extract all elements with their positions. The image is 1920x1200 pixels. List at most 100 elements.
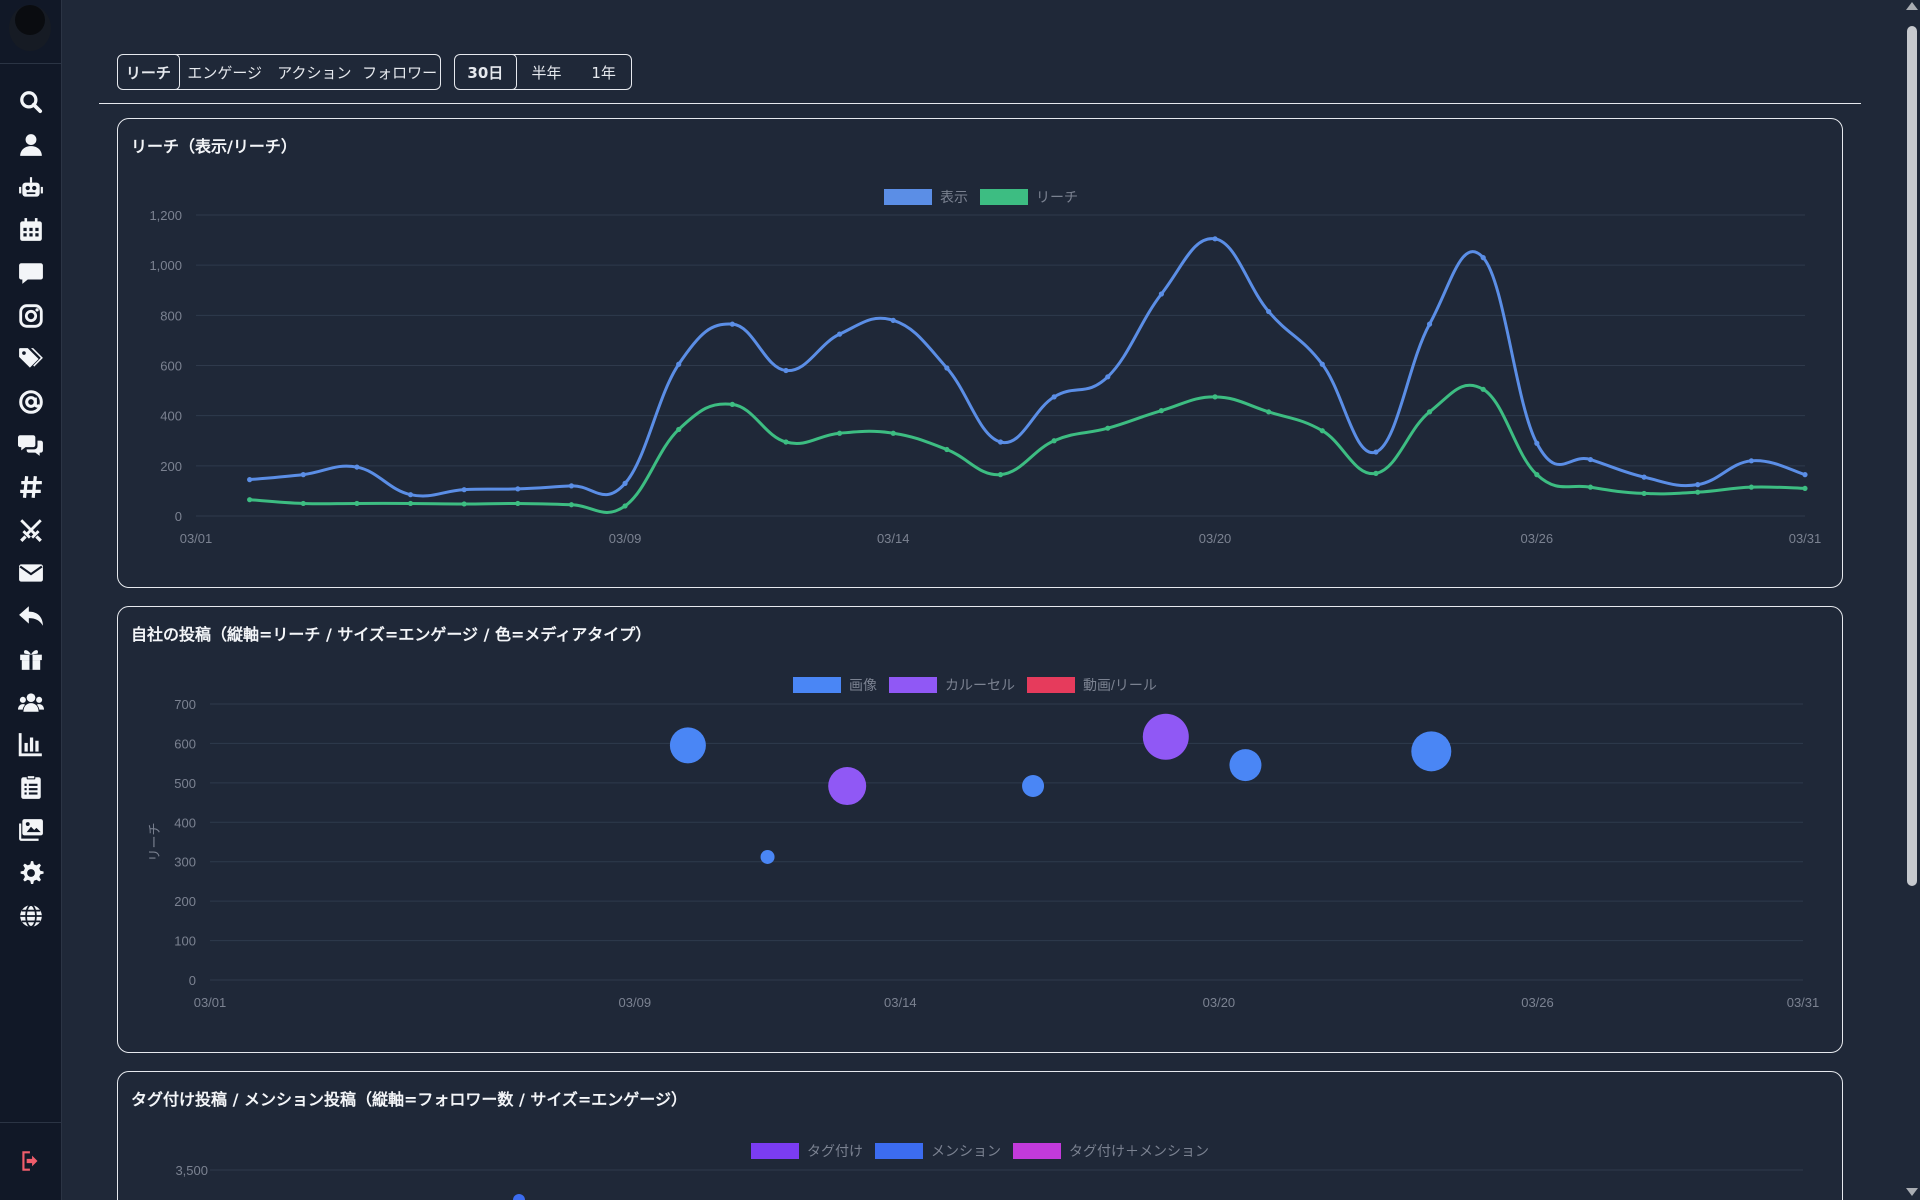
metric-tab-2[interactable]: アクション [277, 63, 352, 82]
metric-tab-3[interactable]: フォロワー [362, 63, 438, 82]
period-tab-1[interactable]: 半年 [531, 63, 562, 82]
post-bubble[interactable] [1229, 749, 1262, 782]
data-point[interactable] [944, 365, 950, 371]
data-point[interactable] [247, 497, 253, 503]
period-tab-2[interactable]: 1年 [591, 63, 616, 82]
data-point[interactable] [1266, 409, 1272, 415]
data-point[interactable] [729, 401, 735, 407]
images-nav-button[interactable] [16, 815, 46, 845]
post-bubble[interactable] [760, 849, 775, 864]
scroll-down-arrow-icon[interactable] [1906, 1188, 1918, 1196]
legend-item[interactable]: メンション [875, 1143, 1001, 1159]
post-bubble[interactable] [1142, 713, 1189, 760]
data-point[interactable] [247, 477, 253, 483]
data-point[interactable] [676, 426, 682, 433]
data-point[interactable] [783, 439, 789, 445]
legend-item[interactable]: 動画/リール [1027, 677, 1157, 693]
data-point[interactable] [622, 503, 628, 509]
data-point[interactable] [676, 361, 682, 367]
data-point[interactable] [1158, 408, 1164, 414]
data-point[interactable] [515, 500, 521, 507]
legend-item[interactable]: タグ付け [751, 1143, 863, 1159]
data-point[interactable] [837, 430, 843, 436]
data-point[interactable] [1480, 386, 1486, 392]
logout-button[interactable] [16, 1146, 46, 1176]
comments-nav-button[interactable] [16, 430, 46, 460]
data-point[interactable] [1480, 255, 1486, 261]
data-point[interactable] [1641, 474, 1647, 480]
data-point[interactable] [1105, 425, 1111, 431]
data-point[interactable] [1802, 472, 1808, 478]
data-point[interactable] [1319, 361, 1325, 367]
period-tab-0[interactable]: 30日 [455, 55, 517, 89]
legend-item[interactable]: カルーセル [889, 677, 1015, 693]
at-nav-button[interactable] [16, 387, 46, 417]
data-point[interactable] [1587, 484, 1594, 490]
data-point[interactable] [1051, 438, 1057, 444]
search-nav-button[interactable] [16, 87, 46, 117]
swords-nav-button[interactable] [16, 515, 46, 545]
data-point[interactable] [1266, 308, 1272, 315]
data-point[interactable] [1426, 321, 1433, 327]
reply-nav-button[interactable] [16, 601, 46, 631]
data-point[interactable] [1587, 456, 1594, 463]
legend-item[interactable]: タグ付け＋メンション [1013, 1143, 1209, 1159]
data-point[interactable] [1105, 374, 1111, 380]
data-point[interactable] [1212, 236, 1218, 242]
user-nav-button[interactable] [16, 130, 46, 160]
post-bubble[interactable] [669, 727, 706, 764]
hashtag-nav-button[interactable] [16, 472, 46, 502]
post-bubble[interactable] [828, 767, 867, 806]
data-point[interactable] [407, 492, 414, 498]
data-point[interactable] [622, 480, 628, 486]
gear-nav-button[interactable] [16, 858, 46, 888]
data-point[interactable] [1373, 470, 1379, 476]
data-point[interactable] [783, 367, 789, 374]
post-bubble[interactable] [513, 1194, 525, 1200]
data-point[interactable] [1695, 489, 1701, 495]
legend-item[interactable]: 画像 [793, 677, 877, 693]
instagram-nav-button[interactable] [16, 301, 46, 331]
data-point[interactable] [300, 472, 306, 478]
data-point[interactable] [568, 502, 575, 508]
scroll-up-arrow-icon[interactable] [1906, 2, 1918, 10]
data-point[interactable] [944, 446, 950, 453]
envelope-nav-button[interactable] [16, 558, 46, 588]
data-point[interactable] [1158, 291, 1164, 297]
globe-nav-button[interactable] [16, 901, 46, 931]
gift-nav-button[interactable] [16, 644, 46, 674]
data-point[interactable] [1748, 458, 1754, 464]
post-bubble[interactable] [1022, 775, 1045, 798]
clipboard-nav-button[interactable] [16, 772, 46, 802]
avatar[interactable] [9, 5, 51, 51]
data-point[interactable] [1212, 394, 1218, 400]
data-point[interactable] [1534, 472, 1540, 478]
data-point[interactable] [1319, 428, 1325, 434]
data-point[interactable] [1373, 449, 1379, 455]
data-point[interactable] [1748, 484, 1754, 490]
scrollbar[interactable] [1902, 0, 1920, 1200]
legend-item[interactable]: リーチ [980, 189, 1078, 205]
data-point[interactable] [890, 430, 896, 436]
data-point[interactable] [354, 464, 360, 470]
data-point[interactable] [354, 500, 360, 507]
data-point[interactable] [997, 439, 1004, 445]
data-point[interactable] [729, 321, 735, 327]
data-point[interactable] [515, 486, 521, 492]
data-point[interactable] [407, 500, 414, 507]
data-point[interactable] [461, 501, 467, 507]
metric-tab-0[interactable]: リーチ [118, 55, 180, 89]
data-point[interactable] [1695, 482, 1701, 488]
robot-nav-button[interactable] [16, 173, 46, 203]
tags-nav-button[interactable] [16, 344, 46, 374]
data-point[interactable] [1802, 485, 1808, 492]
post-bubble[interactable] [1411, 731, 1452, 772]
data-point[interactable] [837, 331, 843, 337]
scrollbar-thumb[interactable] [1907, 26, 1917, 886]
calendar-nav-button[interactable] [16, 215, 46, 245]
data-point[interactable] [461, 487, 467, 493]
data-point[interactable] [1641, 490, 1647, 497]
data-point[interactable] [997, 472, 1004, 478]
data-point[interactable] [1534, 440, 1540, 446]
data-point[interactable] [1426, 409, 1433, 415]
